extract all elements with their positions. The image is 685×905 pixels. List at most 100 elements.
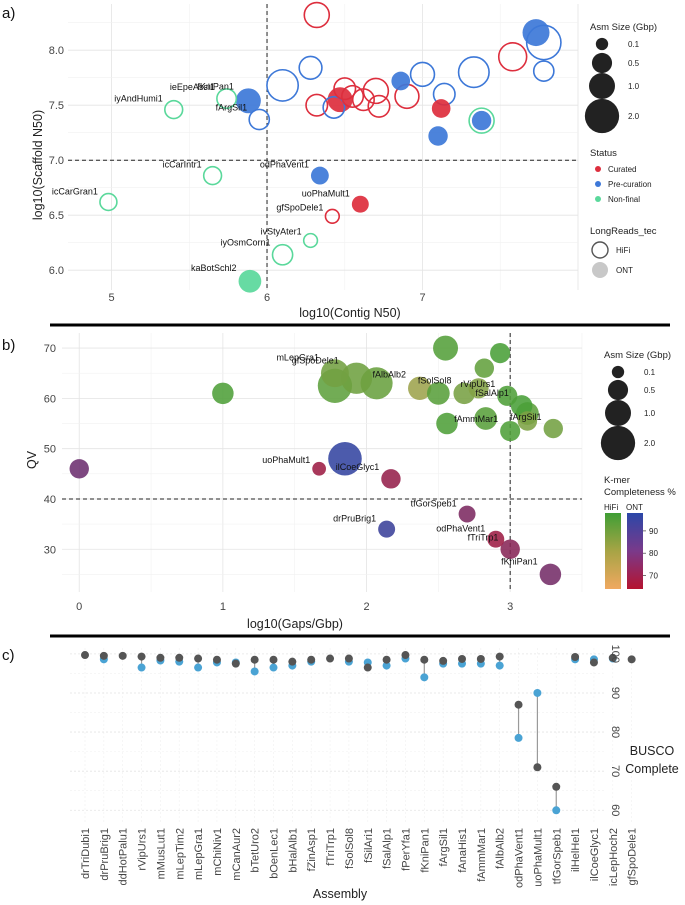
kmer-legend-tick-label: 70 (649, 572, 658, 581)
panel-b-x-ticks: 0 1 2 3 (76, 601, 513, 613)
panel-b-y-axis-title: QV (25, 450, 39, 469)
legend-status-swatch-nonfinal (595, 196, 601, 202)
panel-a-point-label: uoPhaMult1 (302, 189, 350, 199)
panel-b-point-label: fSolSol8 (418, 376, 452, 386)
panel-b-point-label: fSalAlp1 (475, 388, 509, 398)
panel-c-category-label: uoPhaMult1 (532, 828, 544, 887)
panel-b-point-label: rVipUrs1 (460, 379, 495, 389)
panel-b-point-label: odPhaVent1 (436, 524, 485, 534)
panel-c-y-ticks: 100 90 80 70 60 (609, 645, 621, 817)
panel-c-point-hifi (382, 655, 391, 664)
panel-c-x-axis-title: Assembly (313, 887, 368, 901)
panel-a-x-ticks: 5 6 7 (108, 292, 425, 304)
panel-c-category-label: fAnaHis1 (457, 828, 469, 873)
legend-size-swatch (600, 425, 636, 461)
panel-b-point-label: tfGorSpeb1 (411, 499, 457, 509)
panel-a-tech-legend-title: LongReads_tec (590, 226, 657, 237)
panel-b-point-label: fAlbAlb2 (372, 370, 406, 380)
panel-c-point-hifi (307, 655, 316, 664)
panel-c-category-label: mLepGra1 (193, 828, 205, 880)
panel-c-point-hifi (420, 655, 429, 664)
panel-b-x-axis-title: log10(Gaps/Gbp) (247, 617, 343, 631)
panel-b-point-ont (381, 469, 401, 489)
panel-c-category-label: fTriTrp1 (325, 828, 337, 866)
panel-c-point-hifi (476, 654, 485, 663)
legend-size-swatch (595, 37, 609, 51)
panel-b-x-tick-label: 1 (220, 601, 226, 613)
panel-a-point-label: iyAndHumi1 (114, 94, 163, 104)
panel-c-point-ont (420, 673, 429, 682)
kmer-legend-ticks: 90 80 70 (643, 527, 658, 581)
panel-b-y-tick-label: 50 (44, 444, 56, 456)
panel-b-y-tick-label: 40 (44, 494, 56, 506)
panel-c-category-label: mChiNiv1 (212, 828, 224, 876)
panel-c-point-hifi (363, 663, 372, 672)
panel-b-x-tick-label: 3 (507, 601, 513, 613)
kmer-legend-ont-colorbar (627, 513, 643, 589)
panel-c-point-hifi (175, 653, 184, 662)
panel-a-point-precuration-hifi (298, 55, 323, 80)
legend-size-swatch (605, 400, 631, 426)
panel-c-category-label: fAlbAlb2 (495, 828, 507, 869)
panel-c-y-tick-label: 80 (609, 726, 621, 738)
legend-status-label-nonfinal: Non-final (608, 195, 640, 204)
panel-a-point-curated-hifi (367, 94, 391, 118)
panel-c-label: c) (2, 647, 15, 664)
panel-b-point-hifi (408, 376, 432, 400)
panel-b-point-label: fTriTrp1 (468, 533, 499, 543)
panel-c-point-hifi (608, 653, 617, 662)
panel-c-point-hifi (212, 655, 221, 664)
panel-c-point-ont (269, 663, 278, 672)
panel-b-point-ont (487, 530, 505, 548)
panel-a-point-nonfinal-hifi (302, 232, 319, 249)
panel-b-point-label: uoPhaMult1 (262, 455, 310, 465)
panel-a-x-axis-title: log10(Contig N50) (299, 306, 400, 320)
panel-a-point-curated-hifi (351, 88, 375, 112)
panel-c-category-label: ddHotPalu1 (118, 828, 130, 886)
panel-b-point-hifi (436, 412, 458, 435)
panel-c-point-hifi (589, 658, 598, 667)
panel-a-point-precuration-hifi (409, 61, 436, 88)
panel-b-point-hifi (340, 362, 373, 394)
panel-a-point-nonfinal-hifi (202, 165, 223, 186)
panel-b-point-ont (328, 441, 362, 476)
legend-size-label: 0.5 (644, 386, 656, 395)
panel-b-point-hifi (510, 395, 533, 417)
legend-size-label: 0.5 (628, 59, 640, 68)
panel-b-point-ont (539, 563, 562, 586)
panel-b-y-tick-label: 60 (44, 393, 56, 405)
panel-c-category-label: fKniPan1 (419, 828, 431, 873)
panel-c-points (81, 651, 636, 815)
panel-b-point-hifi (543, 418, 563, 439)
panel-a-point-label: gfSpoDele1 (276, 202, 323, 212)
panel-b-point-ont (69, 459, 89, 479)
panel-b-label: b) (2, 337, 15, 354)
panel-c-point-ont (552, 806, 561, 815)
panel-a-point-label: fKniPan1 (197, 81, 234, 91)
panel-b-kmer-legend-title-1: K-mer (604, 475, 630, 486)
panel-b-y-tick-label: 70 (44, 343, 56, 355)
panel-b-point-hifi (474, 358, 495, 378)
panel-a-label: a) (2, 5, 15, 22)
panel-a-y-tick-label: 7.5 (49, 100, 64, 112)
legend-size-label: 1.0 (628, 82, 640, 91)
legend-size-swatch (591, 52, 613, 74)
panel-a-point-curated-hifi (362, 77, 390, 105)
panel-a-point-nonfinal-hifi (164, 99, 184, 120)
kmer-legend-tick-label: 90 (649, 527, 658, 536)
panel-b-point-hifi (468, 378, 489, 399)
panel-c-point-hifi (344, 654, 353, 663)
panel-c-category-label: rVipUrs1 (137, 828, 149, 871)
panel-c-point-hifi (118, 651, 127, 660)
panel-c-y-tick-label: 70 (609, 765, 621, 777)
panel-c-dumbbell: drTriDubi1 drPruBrig1 ddHotPalu1 rVipUrs1 mM… (70, 645, 679, 901)
panel-b-point-label: mLepGra1 (276, 352, 319, 362)
panel-a-point-curated-hifi (340, 84, 365, 108)
legend-size-label: 0.1 (644, 368, 656, 377)
panel-c-point-ont (250, 667, 259, 676)
panel-b-point-ont (312, 461, 327, 476)
panel-a-point-curated-ont (351, 195, 369, 213)
panel-c-point-hifi (269, 655, 278, 664)
panel-a-point-precuration-hifi (322, 95, 346, 119)
panel-c-point-hifi (99, 651, 108, 660)
